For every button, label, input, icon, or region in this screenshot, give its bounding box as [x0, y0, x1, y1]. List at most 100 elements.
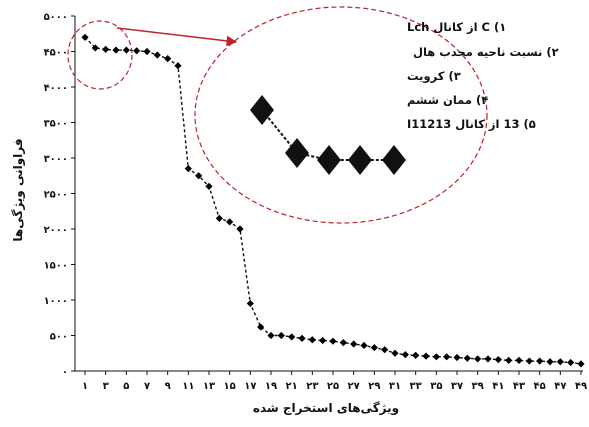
x-tick-label: ۳	[103, 381, 109, 392]
annotation-ellipse	[194, 6, 488, 224]
data-point	[112, 46, 120, 54]
data-point	[567, 358, 575, 367]
data-point	[556, 358, 564, 366]
annotation-item-3: ۳) کرویت	[407, 69, 461, 84]
x-tick-label: ۱۱	[182, 381, 194, 392]
data-point	[463, 354, 471, 362]
x-axis-ticks: ۱ ۳ ۵ ۷ ۹ ۱۱ ۱۳ ۱۵ ۱۷ ۱۹ ۲۱ ۲۳ ۲۵ ۲۷ ۲۹ ۳۱ ۳۳ ۳۵ ۳۷ ۳۹ ۴۱ ۴۳ ۴…	[82, 371, 587, 392]
data-point	[81, 33, 89, 41]
data-point	[350, 340, 358, 348]
y-tick-label: ۱۵۰۰	[44, 261, 68, 272]
y-tick-label: ۲۰۰۰	[44, 225, 68, 236]
series-points	[81, 33, 585, 368]
x-tick-label: ۴۵	[534, 381, 546, 392]
data-point	[236, 225, 244, 233]
x-tick-label: ۲۹	[368, 381, 380, 392]
data-point	[184, 165, 192, 173]
annotation-arrow	[116, 27, 238, 47]
annotation-marker	[317, 145, 341, 175]
annotation-item-2: ۲) نسبت ناحیه محدب هال	[413, 45, 559, 59]
x-tick-label: ۱۹	[265, 381, 277, 392]
data-point	[515, 356, 523, 364]
y-tick-label: ۴۵۰۰	[44, 48, 68, 59]
y-axis-ticks: ۰ ۵۰۰ ۱۰۰۰ ۱۵۰۰ ۲۰۰۰ ۲۵۰۰ ۳۰۰۰ ۳۵۰۰ ۴۰۰۰ ۴۵۰۰ ۵۰۰۰	[44, 12, 75, 378]
x-tick-label: ۳۷	[451, 381, 463, 392]
y-tick-label: ۵۰۰	[50, 332, 68, 343]
annotation-item-4: ۴) ممان ششم	[407, 93, 488, 107]
data-point	[391, 349, 399, 357]
y-tick-label: ۳۰۰۰	[44, 154, 68, 165]
x-tick-label: ۱	[82, 381, 88, 392]
data-point	[381, 346, 389, 354]
data-point	[257, 323, 265, 331]
data-point	[494, 356, 502, 364]
data-point	[133, 47, 141, 55]
x-tick-label: ۳۵	[430, 381, 442, 392]
y-tick-label: ۰	[62, 367, 68, 378]
data-point	[226, 218, 234, 226]
data-point	[91, 44, 99, 52]
x-tick-label: ۱۵	[224, 381, 236, 392]
annotation-marker	[382, 145, 406, 175]
annotation-item-1: ۱) C از کانال Lch	[407, 20, 506, 34]
data-point	[546, 358, 554, 366]
data-point	[401, 351, 409, 359]
data-point	[205, 182, 213, 190]
x-tick-label: ۹	[165, 381, 171, 392]
x-tick-label: ۳۹	[472, 381, 484, 392]
data-point	[122, 46, 130, 54]
y-tick-label: ۵۰۰۰	[44, 12, 68, 23]
data-point	[102, 45, 110, 53]
annotation-marker	[285, 138, 309, 168]
y-tick-label: ۴۰۰۰	[44, 83, 68, 94]
data-point	[143, 47, 151, 56]
annotation-markers	[250, 95, 406, 175]
data-point	[453, 353, 461, 362]
data-point	[319, 336, 327, 345]
series-line	[84, 36, 582, 365]
x-tick-label: ۲۳	[306, 381, 318, 392]
annotation-marker	[250, 95, 274, 125]
annotation-marker	[348, 145, 372, 175]
x-tick-label: ۷	[144, 381, 150, 392]
x-tick-label: ۱۳	[203, 381, 215, 392]
x-tick-label: ۴۹	[575, 381, 587, 392]
data-point	[298, 334, 306, 342]
annotation-list: ۱) C از کانال Lch ۲) نسبت ناحیه محدب هال…	[407, 20, 559, 131]
x-tick-label: ۱۷	[244, 381, 256, 392]
highlight-ellipse	[67, 20, 133, 90]
data-point	[412, 351, 420, 359]
data-point	[329, 337, 337, 345]
data-point	[267, 331, 275, 340]
data-point	[484, 355, 492, 363]
x-tick-label: ۴۱	[492, 381, 504, 392]
data-point	[246, 299, 254, 308]
y-axis-title: فراوانی ویژگی‌ها	[11, 138, 26, 241]
data-point	[174, 62, 182, 70]
data-point	[432, 353, 440, 361]
data-point	[277, 331, 285, 340]
data-point	[164, 55, 172, 63]
data-point	[443, 353, 451, 361]
annotation-item-5: ۵) 13 از کانال I11213	[407, 117, 536, 131]
x-tick-label: ۴۳	[513, 381, 525, 392]
data-point	[577, 360, 585, 368]
data-point	[474, 355, 482, 363]
data-point	[505, 356, 513, 364]
x-tick-label: ۲۵	[327, 381, 339, 392]
data-point	[525, 357, 533, 365]
data-point	[536, 357, 544, 365]
data-point	[153, 51, 161, 59]
x-tick-label: ۲۱	[286, 381, 298, 392]
x-axis-title: ویژگی‌های استخراج شده	[253, 401, 399, 416]
x-tick-label: ۳۱	[389, 381, 401, 392]
x-tick-label: ۴۷	[554, 381, 566, 392]
data-point	[360, 341, 368, 350]
y-tick-label: ۲۵۰۰	[44, 190, 68, 201]
data-point	[370, 343, 378, 352]
data-point	[195, 172, 203, 180]
x-tick-label: ۲۷	[348, 381, 360, 392]
y-tick-label: ۳۵۰۰	[44, 119, 68, 130]
data-point	[215, 214, 223, 222]
